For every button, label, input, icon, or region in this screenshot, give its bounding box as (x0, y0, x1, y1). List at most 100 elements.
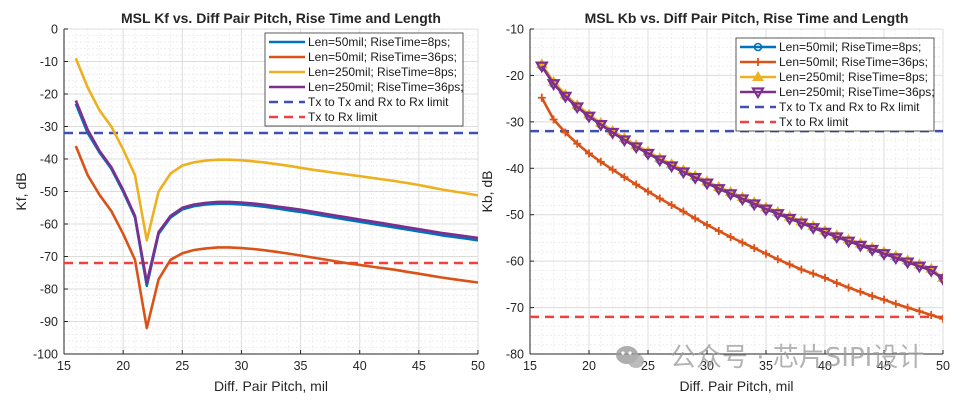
legend: Len=50mil; RiseTime=8ps;Len=50mil; RiseT… (264, 32, 464, 127)
x-tick-label: 20 (582, 359, 596, 373)
data-point (629, 142, 644, 155)
wechat-icon (616, 346, 644, 368)
legend-label: Tx to Tx and Rx to Rx limit (779, 100, 920, 114)
x-tick-label: 25 (641, 359, 655, 373)
series-1 (537, 93, 943, 323)
watermark: 公众号 · 芯片SIPI设计 (616, 343, 924, 373)
y-tick-label: -20 (506, 69, 524, 83)
y-tick-label: -60 (506, 255, 524, 269)
series-2 (74, 57, 478, 242)
data-point (585, 149, 593, 158)
y-tick-label: -80 (506, 348, 524, 362)
y-tick-label: -40 (506, 162, 524, 176)
y-tick-label: -20 (40, 88, 58, 102)
legend-box (735, 37, 935, 132)
legend-label: Tx to Tx and Rx to Rx limit (308, 95, 449, 109)
legend-item: Len=50mil; RiseTime=8ps; (269, 35, 450, 49)
y-tick-label: 0 (51, 23, 58, 37)
data-point (726, 233, 735, 241)
y-tick-label: -70 (506, 301, 524, 315)
x-tick-label: 35 (759, 359, 773, 373)
legend-label: Tx to Rx limit (308, 110, 378, 124)
data-point (679, 207, 688, 216)
data-point (865, 244, 880, 257)
data-point (806, 223, 821, 235)
data-point (596, 157, 605, 166)
legend-label: Len=250mil; RiseTime=8ps; (308, 65, 457, 79)
series-line (74, 57, 478, 242)
data-point (620, 173, 629, 182)
chart-title: MSL Kf vs. Diff Pair Pitch, Rise Time an… (121, 10, 441, 26)
legend-marker (751, 87, 765, 100)
legend-item: Tx to Tx and Rx to Rx limit (269, 95, 449, 109)
legend-item: Len=50mil; RiseTime=36ps; (740, 55, 928, 69)
data-point (691, 214, 700, 223)
legend-label: Len=50mil; RiseTime=36ps; (779, 55, 928, 69)
data-point (844, 283, 853, 292)
x-tick-label: 20 (116, 359, 130, 373)
data-point (667, 200, 676, 209)
legend: Len=50mil; RiseTime=8ps;Len=50mil; RiseT… (735, 37, 935, 132)
y-tick-label: -50 (506, 208, 524, 222)
legend-item: Len=250mil; RiseTime=8ps; (269, 65, 457, 79)
legend-item: Len=50mil; RiseTime=36ps; (269, 50, 457, 64)
data-point (829, 232, 844, 245)
legend-marker (753, 42, 763, 52)
x-tick-label: 35 (294, 359, 308, 373)
x-tick-label: 15 (57, 359, 71, 373)
series-group (64, 57, 478, 330)
series-line (74, 100, 478, 284)
series-group (530, 58, 943, 323)
data-point (703, 220, 711, 229)
data-point (912, 261, 927, 274)
data-point (632, 180, 641, 189)
data-point (868, 291, 877, 300)
legend-item: Len=250mil; RiseTime=36ps; (269, 80, 464, 94)
y-tick-label: -30 (40, 120, 58, 134)
data-point (641, 148, 655, 161)
x-axis-label: Diff. Pair Pitch, mil (679, 378, 793, 394)
y-tick-label: -90 (40, 315, 58, 329)
legend-item: Tx to Rx limit (269, 110, 378, 124)
x-tick-label: 50 (936, 359, 950, 373)
legend-label: Len=250mil; RiseTime=8ps; (779, 70, 928, 84)
x-tick-label: 15 (523, 359, 537, 373)
legend-item: Tx to Rx limit (740, 115, 849, 129)
data-point (688, 172, 703, 185)
x-tick-label: 45 (412, 359, 426, 373)
legend-box (264, 32, 464, 127)
legend-marker (754, 58, 762, 66)
legend-item: Len=250mil; RiseTime=8ps; (740, 70, 928, 84)
data-point (809, 269, 818, 278)
data-point (936, 274, 943, 286)
data-point (652, 155, 667, 168)
legend-item: Len=50mil; RiseTime=8ps; (740, 40, 921, 54)
legend-label: Len=250mil; RiseTime=36ps; (779, 85, 935, 99)
data-point (915, 307, 924, 316)
y-tick-label: -30 (506, 115, 524, 129)
x-tick-label: 30 (234, 359, 248, 373)
x-tick-label: 45 (877, 359, 891, 373)
y-tick-label: -10 (40, 55, 58, 69)
x-tick-label: 30 (700, 359, 714, 373)
y-axis-label: Kf, dB (13, 172, 29, 210)
data-point (821, 273, 829, 282)
data-point (570, 102, 585, 115)
data-point (605, 127, 620, 140)
data-point (546, 79, 561, 91)
y-tick-label: -70 (40, 250, 58, 264)
x-tick-label: 50 (471, 359, 485, 373)
x-tick-label: 40 (353, 359, 367, 373)
data-point (711, 184, 726, 196)
data-point (700, 178, 714, 191)
kb-chart: 15 20 25 30 35 40 45 50 -10 -20 -30 -40 -50 -60 -70 -80… (479, 10, 950, 394)
y-tick-label: -50 (40, 185, 58, 199)
data-point (782, 213, 797, 226)
legend-item: Len=250mil; RiseTime=36ps; (740, 85, 935, 99)
data-point (762, 249, 770, 258)
data-point (735, 194, 750, 207)
y-tick-label: -80 (40, 283, 58, 297)
data-point (794, 218, 809, 231)
data-point (900, 257, 915, 270)
